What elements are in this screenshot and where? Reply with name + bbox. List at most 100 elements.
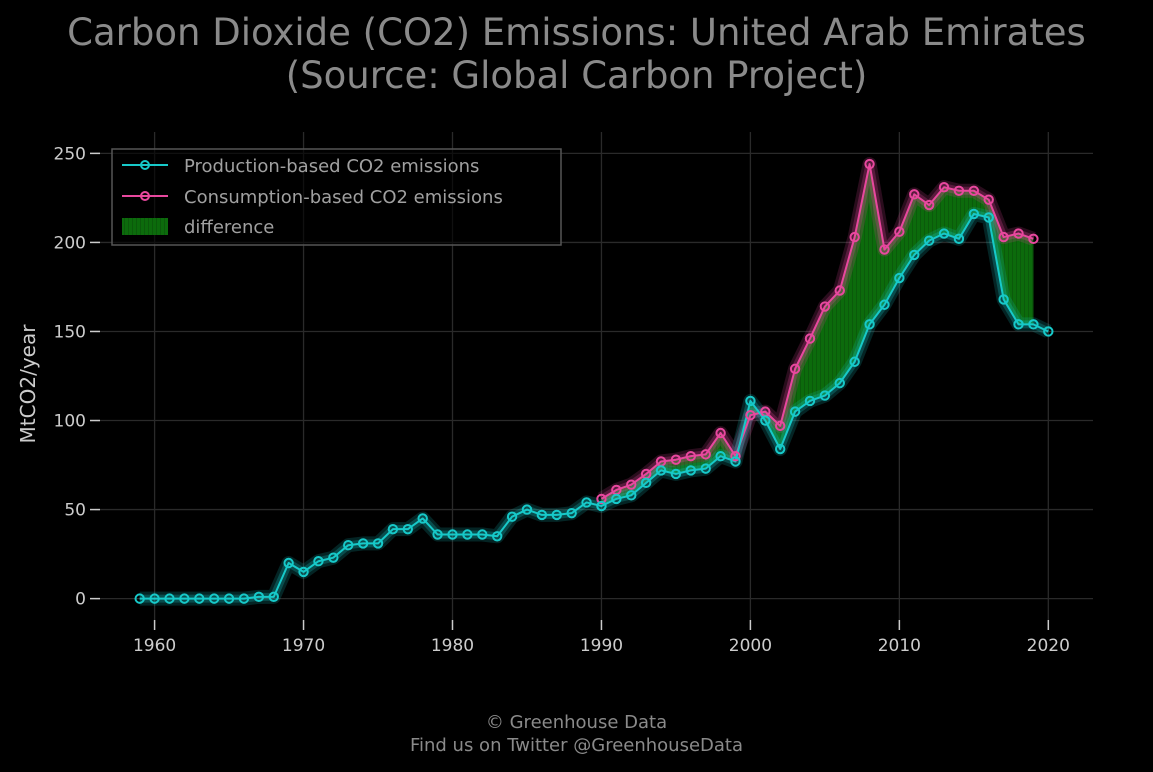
production-point <box>328 552 339 563</box>
consumption-point <box>938 182 950 193</box>
chart-title-line1: Carbon Dioxide (CO2) Emissions: United A… <box>67 11 1086 54</box>
production-point <box>670 468 682 480</box>
production-glow-outer <box>139 206 1052 606</box>
chart-title-line2: (Source: Global Carbon Project) <box>285 54 868 97</box>
production-point <box>894 272 905 284</box>
production-point <box>626 490 637 501</box>
production-point <box>208 593 220 604</box>
production-point <box>879 299 890 310</box>
production-point <box>298 566 309 578</box>
production-point <box>357 538 369 549</box>
consumption-point <box>596 493 607 505</box>
consumption-point <box>685 450 697 462</box>
consumption-point <box>834 285 845 296</box>
production-point <box>283 557 294 569</box>
production-point <box>789 406 801 417</box>
consumption-point <box>998 231 1009 243</box>
production-point <box>551 509 562 521</box>
production-point <box>149 593 160 604</box>
production-point <box>1013 319 1024 330</box>
production-point <box>581 497 592 508</box>
production-point <box>432 529 443 540</box>
production-point <box>462 529 473 540</box>
consumption-point <box>923 199 935 211</box>
production-point <box>923 235 935 246</box>
y-tick-label: 50 <box>64 501 86 521</box>
production-point <box>521 504 533 515</box>
consumption-point <box>700 449 711 460</box>
legend-production-marker <box>140 160 150 170</box>
production-point <box>223 593 235 604</box>
production-point <box>938 228 950 239</box>
production-point <box>804 395 816 407</box>
consumption-point <box>909 189 920 200</box>
production-point <box>1028 319 1039 330</box>
consumption-point <box>968 185 980 196</box>
production-point <box>700 463 711 474</box>
consumption-point <box>953 185 965 196</box>
production-point <box>596 500 607 512</box>
production-point <box>343 539 354 551</box>
x-tick-label: 1990 <box>580 636 623 656</box>
y-axis-label: MtCO2/year <box>16 324 40 444</box>
legend-difference-label: difference <box>184 217 274 238</box>
y-tick-label: 100 <box>54 412 86 432</box>
production-point <box>760 415 771 426</box>
y-tick-label: 0 <box>75 590 86 610</box>
consumption-point <box>849 231 860 243</box>
consumption-point <box>894 226 905 237</box>
production-point <box>477 529 488 540</box>
production-point <box>491 531 503 542</box>
consumption-point <box>983 194 994 205</box>
production-point <box>953 233 965 245</box>
x-tick-label: 2020 <box>1027 636 1070 656</box>
production-point <box>774 443 786 455</box>
x-tick-label: 2010 <box>878 636 921 656</box>
production-point <box>313 556 324 567</box>
production-line <box>139 212 1049 600</box>
y-tick-label: 200 <box>54 233 86 253</box>
production-point <box>968 208 980 220</box>
production-point <box>685 465 697 476</box>
legend-production-label: Production-based CO2 emissions <box>184 156 479 177</box>
x-tick-label: 1970 <box>282 636 325 656</box>
y-tick-label: 250 <box>54 144 86 164</box>
production-point <box>179 593 190 604</box>
production-point <box>998 294 1009 305</box>
consumption-point <box>789 363 801 375</box>
production-point <box>730 456 741 467</box>
legend: Production-based CO2 emissions Consumpti… <box>111 148 562 246</box>
legend-consumption-marker <box>140 191 150 201</box>
production-point <box>566 507 577 519</box>
production-point <box>640 477 652 489</box>
production-point <box>864 319 875 330</box>
production-point <box>164 593 175 604</box>
consumption-point <box>774 420 786 432</box>
production-point <box>983 212 994 223</box>
credit-line2: Find us on Twitter @GreenhouseData <box>409 735 744 756</box>
production-point <box>447 529 458 540</box>
production-point <box>402 523 414 535</box>
production-point <box>253 591 265 603</box>
consumption-point <box>626 479 637 490</box>
x-tick-label: 2000 <box>729 636 772 656</box>
consumption-point <box>715 427 726 439</box>
consumption-point <box>670 454 682 465</box>
production-point <box>834 377 845 389</box>
chart-plot: 0 50 100 150 200 250 1960 1970 1980 1990 2000 2010 2… <box>16 132 1093 656</box>
y-tick-label: 150 <box>54 322 86 342</box>
production-point <box>909 249 920 261</box>
production-point <box>387 523 399 535</box>
production-point <box>268 591 279 603</box>
consumption-point <box>819 301 831 312</box>
production-point <box>715 450 726 462</box>
consumption-point <box>864 158 875 170</box>
x-tick-label: 1960 <box>133 636 176 656</box>
production-point <box>745 395 756 407</box>
consumption-point <box>1028 233 1039 245</box>
production-point <box>536 509 548 521</box>
difference-area <box>601 164 1034 507</box>
production-point <box>134 593 145 604</box>
production-point <box>238 593 250 604</box>
x-tick-label: 1980 <box>431 636 474 656</box>
